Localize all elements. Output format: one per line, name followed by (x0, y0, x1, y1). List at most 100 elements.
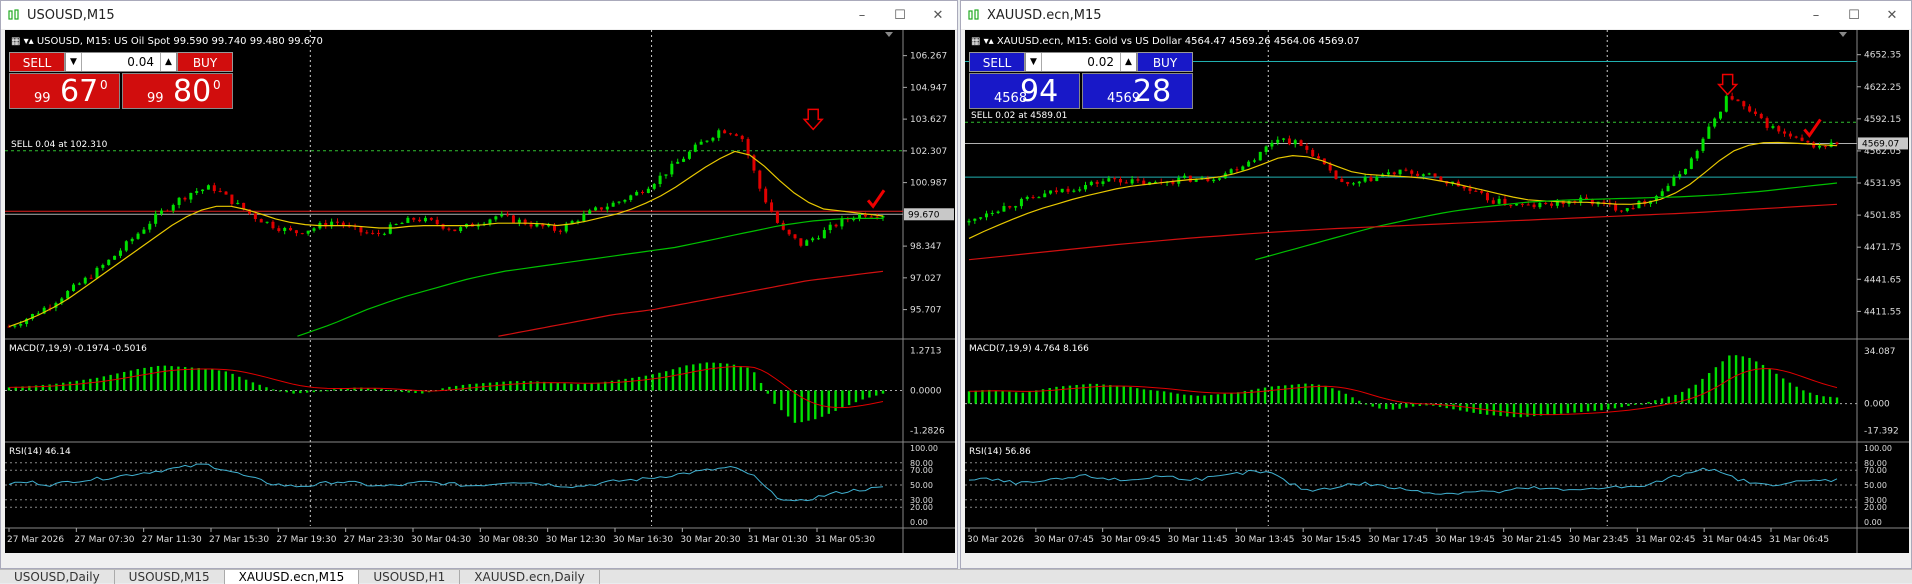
rsi-tick-label: 70.00 (1864, 466, 1887, 475)
macd-histogram-bar (1586, 403, 1590, 412)
chart-canvas[interactable]: 106.267 104.947 103.627 102.307 100.987 98.34… (5, 30, 955, 553)
candle-body (335, 221, 339, 223)
minimize-icon[interactable]: – (1812, 7, 1820, 23)
candle-body (816, 238, 820, 240)
chart-window-usousd[interactable]: USOUSD,M15 – ☐ ✕ 106.267 104.947 103.627 10… (0, 0, 958, 569)
candle-body (1794, 136, 1798, 138)
macd-histogram-bar (1062, 386, 1065, 404)
lot-increase-icon[interactable]: ▲ (1120, 53, 1136, 71)
chart-properties-icon[interactable]: ▦ ▾▴ (971, 36, 997, 47)
macd-histogram-bar (793, 390, 797, 423)
candle-body (1014, 206, 1018, 208)
candle-body (1089, 181, 1093, 186)
macd-histogram-bar (1640, 403, 1644, 405)
candle-body (294, 230, 298, 234)
macd-histogram-bar (509, 381, 512, 391)
price-tick-label: 4441.65 (1864, 275, 1901, 285)
buy-button[interactable]: BUY (177, 52, 233, 72)
window-titlebar[interactable]: USOUSD,M15 – ☐ ✕ (1, 1, 957, 29)
candle-body (212, 185, 216, 191)
macd-histogram-bar (1499, 403, 1502, 416)
sell-price[interactable]: 99 67 0 (9, 73, 120, 109)
candle-body (324, 223, 328, 227)
macd-histogram-bar (346, 388, 349, 391)
lot-decrease-icon[interactable]: ▼ (1026, 53, 1042, 71)
candle-body (758, 170, 762, 189)
rsi-tick-label: 50.00 (910, 481, 933, 490)
macd-histogram-bar (1492, 403, 1496, 416)
lot-size-field[interactable]: ▼ 0.02 ▲ (1025, 52, 1137, 72)
sell-button[interactable]: SELL (969, 52, 1025, 72)
lot-increase-icon[interactable]: ▲ (160, 53, 176, 71)
chart-window-xauusd[interactable]: XAUUSD.ecn,M15 – ☐ ✕ 4652.35 4622.25 4592.… (960, 0, 1912, 569)
chart-canvas[interactable]: 4652.35 4622.25 4592.15 4562.05 4531.95 4501.… (965, 30, 1909, 553)
lot-size-field[interactable]: ▼ 0.04 ▲ (65, 52, 177, 72)
maximize-icon[interactable]: ☐ (1848, 7, 1860, 23)
symbol-info-text: XAUUSD.ecn, M15: Gold vs US Dollar 4564.… (996, 36, 1360, 47)
tab-usousd-h1[interactable]: USOUSD,H1 (359, 570, 461, 584)
tab-xauusd-daily[interactable]: XAUUSD.ecn,Daily (460, 570, 600, 584)
macd-histogram-bar (129, 370, 133, 391)
macd-histogram-bar (116, 373, 119, 391)
rsi-tick-label: 80.00 (1864, 459, 1887, 468)
candle-body (1526, 204, 1530, 206)
macd-histogram-bar (82, 379, 85, 391)
minimize-icon[interactable]: – (858, 7, 866, 23)
macd-histogram-bar (1243, 391, 1247, 404)
macd-histogram-bar (170, 366, 173, 391)
candle-body (453, 229, 457, 232)
candle-body (1625, 208, 1629, 211)
lot-value[interactable]: 0.04 (127, 55, 154, 69)
macd-histogram-bar (563, 383, 566, 391)
tab-usousd-m15[interactable]: USOUSD,M15 (115, 570, 225, 584)
macd-histogram-bar (1014, 392, 1018, 404)
time-tick-label: 30 Mar 15:45 (1301, 535, 1361, 545)
chart-properties-icon[interactable]: ▦ ▾▴ (11, 36, 37, 47)
price-tick-label: 4471.75 (1864, 243, 1901, 253)
macd-histogram-bar (719, 363, 722, 391)
price-tick-label: 4592.15 (1864, 115, 1901, 125)
buy-price[interactable]: 4569 28 (1082, 73, 1193, 109)
sell-button[interactable]: SELL (9, 52, 65, 72)
macd-histogram-bar (231, 373, 234, 391)
candle-body (1410, 170, 1414, 174)
candle-body (341, 222, 345, 226)
tab-usousd-daily[interactable]: USOUSD,Daily (0, 570, 115, 584)
close-icon[interactable]: ✕ (1886, 7, 1898, 23)
candle-body (1212, 179, 1216, 182)
close-icon[interactable]: ✕ (932, 7, 944, 23)
window-titlebar[interactable]: XAUUSD.ecn,M15 – ☐ ✕ (961, 1, 1911, 29)
candle-body (1544, 202, 1548, 204)
macd-histogram-bar (1035, 390, 1038, 404)
lot-value[interactable]: 0.02 (1087, 55, 1114, 69)
candle-body (1439, 176, 1443, 182)
macd-histogram-bar (211, 369, 214, 391)
candle-body (511, 215, 515, 223)
candle-body (1724, 96, 1728, 112)
price-chart[interactable]: 4652.35 4622.25 4592.15 4562.05 4531.95 4501.… (965, 30, 1909, 553)
macd-histogram-bar (454, 385, 458, 391)
maximize-icon[interactable]: ☐ (894, 7, 906, 23)
candle-body (277, 228, 281, 232)
candle-body (283, 227, 287, 232)
candle-body (371, 232, 375, 234)
buy-price[interactable]: 99 80 0 (122, 73, 233, 109)
sell-price[interactable]: 4568 94 (969, 73, 1080, 109)
price-tick-label: 4531.95 (1864, 179, 1901, 189)
sell-price-pips: 67 (60, 74, 99, 109)
macd-histogram-bar (651, 374, 654, 391)
price-chart[interactable]: 106.267 104.947 103.627 102.307 100.987 98.34… (5, 30, 955, 553)
tab-xauusd-m15[interactable]: XAUUSD.ecn,M15 (224, 570, 360, 584)
buy-button[interactable]: BUY (1137, 52, 1193, 72)
lot-decrease-icon[interactable]: ▼ (66, 53, 82, 71)
candle-body (1684, 168, 1688, 175)
macd-histogram-bar (522, 381, 526, 391)
candle-body (1765, 118, 1769, 128)
macd-histogram-bar (658, 372, 661, 391)
macd-histogram-bar (1687, 388, 1691, 404)
candle-body (25, 318, 29, 324)
symbol-info-text: USOUSD, M15: US Oil Spot 99.590 99.740 9… (36, 36, 323, 47)
current-price-label: 99.670 (908, 210, 940, 220)
macd-histogram-bar (1485, 403, 1489, 415)
candle-body (365, 232, 369, 234)
